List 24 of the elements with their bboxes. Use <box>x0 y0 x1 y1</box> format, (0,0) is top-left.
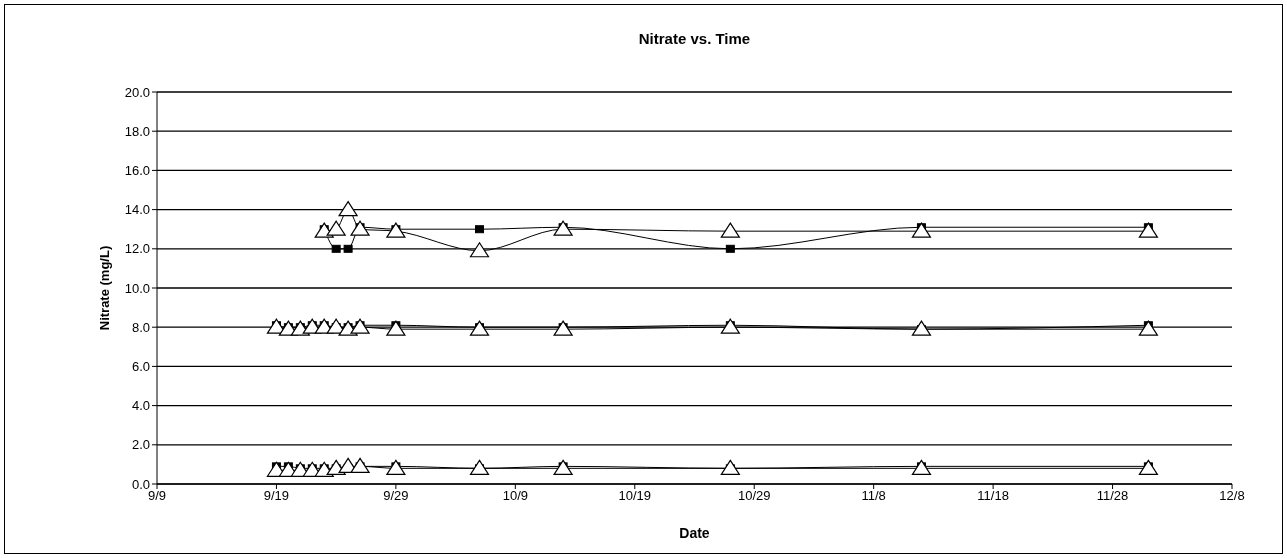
y-tick-label: 6.0 <box>131 359 150 375</box>
y-tick-label: 12.0 <box>124 241 150 257</box>
y-tick-label: 2.0 <box>131 437 150 453</box>
chart-title: Nitrate vs. Time <box>637 30 752 47</box>
x-tick-label: 9/19 <box>263 488 290 504</box>
x-tick-label: 10/29 <box>737 488 771 504</box>
y-tick-label: 16.0 <box>124 163 150 179</box>
x-tick-label: 11/8 <box>861 488 886 504</box>
x-tick-label: 10/19 <box>618 488 652 504</box>
y-tick-label: 14.0 <box>124 202 150 218</box>
x-axis-title: Date <box>678 525 711 541</box>
x-tick-label: 9/9 <box>147 488 167 504</box>
y-axis-title: Nitrate (mg/L) <box>96 245 112 331</box>
y-tick-label: 4.0 <box>131 398 150 414</box>
x-tick-label: 10/9 <box>502 488 528 504</box>
x-tick-label: 12/8 <box>1219 488 1245 504</box>
y-tick-label: 20.0 <box>124 84 150 100</box>
x-tick-label: 11/18 <box>977 488 1009 504</box>
y-tick-label: 8.0 <box>131 319 150 335</box>
x-tick-label: 9/29 <box>383 488 409 504</box>
y-tick-label: 0.0 <box>131 476 150 492</box>
y-tick-label: 10.0 <box>124 280 150 296</box>
x-tick-label: 11/28 <box>1096 488 1129 504</box>
y-tick-label: 18.0 <box>124 123 150 139</box>
